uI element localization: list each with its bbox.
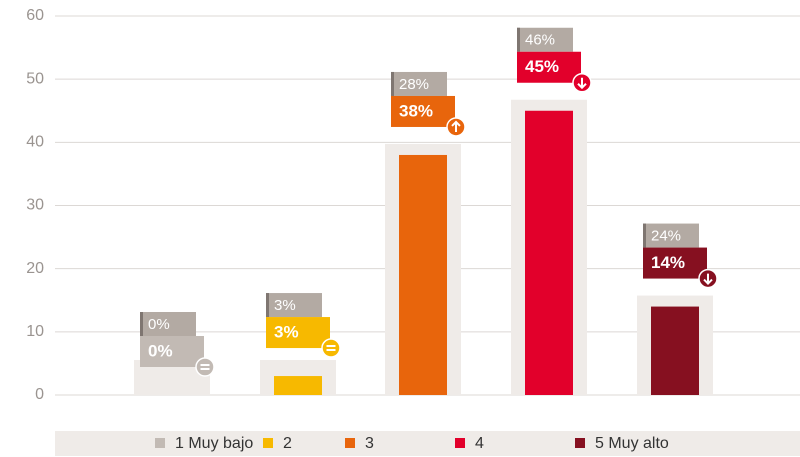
trend-icon [195, 357, 215, 377]
previous-label-box [140, 312, 196, 336]
value-label-box [266, 317, 330, 349]
previous-label-stripe [391, 71, 394, 96]
legend-label: 2 [283, 435, 292, 452]
y-tick-label: 0 [35, 386, 44, 403]
trend-icon [572, 73, 592, 93]
legend-swatch [345, 438, 355, 448]
bar [399, 154, 447, 395]
previous-label-stripe [266, 293, 269, 318]
value-label-box [643, 247, 707, 279]
previous-label-box [391, 71, 447, 96]
legend-swatch [575, 438, 585, 448]
bar [525, 110, 573, 395]
y-tick-label: 40 [26, 134, 44, 151]
legend-band [55, 431, 800, 456]
trend-circle [321, 338, 341, 358]
trend-circle [195, 357, 215, 377]
bar [651, 306, 699, 395]
trend-arrow [451, 120, 461, 132]
previous-label: 46% [525, 32, 555, 49]
value-label: 14% [651, 253, 685, 272]
legend-swatch [155, 438, 165, 448]
value-label: 3% [274, 323, 299, 342]
previous-label: 28% [399, 76, 429, 93]
value-label: 0% [148, 341, 173, 360]
legend-label: 1 Muy bajo [175, 435, 253, 452]
value-label-box [517, 51, 581, 83]
y-tick-label: 30 [26, 197, 44, 214]
trend-equal [200, 364, 210, 370]
bar [274, 376, 322, 395]
trend-arrow [703, 273, 713, 285]
y-tick-label: 60 [26, 7, 44, 24]
trend-icon [321, 338, 341, 358]
y-tick-label: 10 [26, 323, 44, 340]
legend-swatch [455, 438, 465, 448]
trend-icon [446, 117, 466, 137]
legend-label: 5 Muy alto [595, 435, 669, 452]
previous-label-box [517, 27, 573, 52]
value-label-box [140, 336, 204, 367]
y-tick-label: 50 [26, 70, 44, 87]
previous-label: 0% [148, 316, 170, 333]
trend-arrow [577, 77, 587, 90]
trend-icon [698, 268, 718, 289]
previous-label-box [643, 223, 699, 248]
previous-label: 3% [274, 297, 296, 314]
previous-label-stripe [517, 27, 520, 52]
legend-swatch [263, 438, 273, 448]
previous-label-stripe [140, 312, 143, 336]
legend-label: 4 [475, 435, 484, 452]
legend-label: 3 [365, 435, 374, 452]
value-label: 45% [525, 57, 559, 76]
previous-label-box [266, 293, 322, 318]
value-label: 38% [399, 101, 433, 120]
y-tick-label: 20 [26, 260, 44, 277]
previous-label-stripe [643, 223, 646, 248]
value-label-box [391, 95, 455, 127]
previous-label: 24% [651, 228, 681, 245]
trend-equal [326, 345, 336, 352]
